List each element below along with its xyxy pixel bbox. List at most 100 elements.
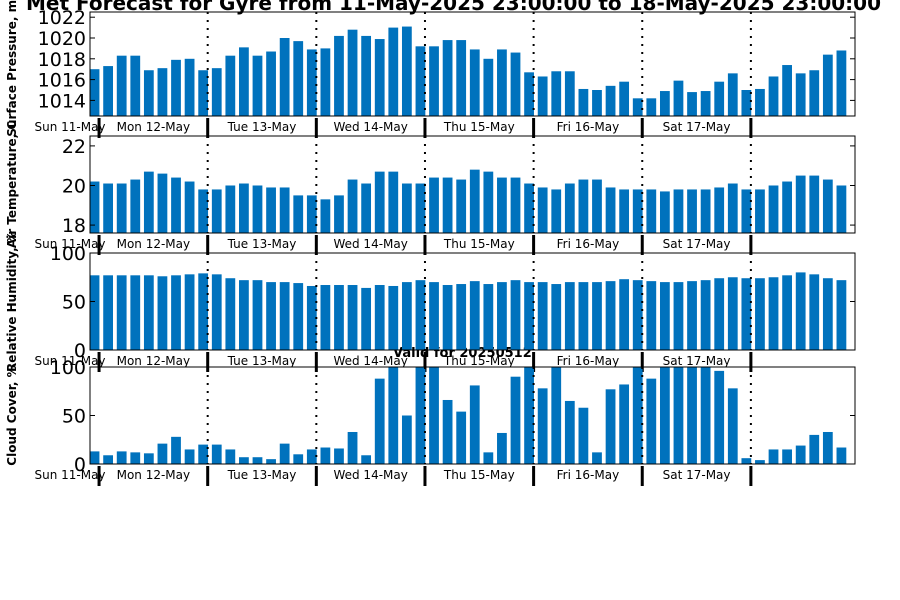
x-tick-label: Sun 11-May — [34, 354, 105, 368]
bar — [116, 55, 127, 116]
bar — [564, 183, 575, 233]
bar — [632, 367, 643, 464]
bar — [782, 449, 792, 464]
bar — [239, 47, 249, 116]
bar — [795, 73, 806, 116]
bar — [469, 385, 480, 464]
bar — [334, 195, 344, 233]
bar — [306, 285, 317, 350]
axes-box — [89, 11, 856, 117]
x-tick-label: Thu 15-May — [443, 468, 515, 482]
bar — [755, 460, 765, 464]
bar — [646, 98, 657, 116]
bar — [673, 282, 684, 350]
y-tick-label: 50 — [62, 292, 86, 314]
bar — [198, 273, 209, 350]
bar — [497, 282, 507, 350]
bar — [673, 80, 684, 116]
bar — [510, 376, 521, 464]
bar — [714, 278, 725, 350]
bar — [578, 407, 589, 464]
bar — [266, 459, 276, 464]
bar — [103, 183, 113, 233]
bar — [266, 282, 276, 350]
bar — [415, 280, 426, 350]
bar — [225, 185, 236, 233]
y-tick-label: 0 — [74, 340, 86, 362]
bar — [469, 49, 480, 116]
bar — [401, 415, 412, 464]
y-axis-label: Cloud Cover, % — [5, 365, 19, 465]
bar — [619, 279, 630, 350]
bar — [374, 378, 385, 464]
bar — [456, 179, 467, 233]
bar — [320, 48, 331, 116]
bar — [822, 431, 833, 464]
bar — [510, 280, 521, 350]
bar — [143, 453, 154, 464]
bar — [320, 199, 331, 233]
bar — [836, 185, 847, 233]
bar — [741, 90, 752, 116]
bar — [211, 274, 222, 350]
bar — [809, 175, 820, 233]
bar — [646, 189, 657, 233]
bar — [334, 285, 344, 350]
bar — [157, 276, 168, 350]
bar — [564, 282, 575, 350]
bar — [143, 171, 154, 233]
x-tick-label: Tue 13-May — [227, 120, 297, 134]
bar — [266, 51, 276, 116]
bar — [171, 177, 181, 233]
bar — [646, 281, 657, 350]
bar — [211, 189, 222, 233]
bar — [279, 443, 290, 464]
bar — [700, 280, 711, 350]
y-tick-label: 100 — [50, 243, 86, 265]
bar — [524, 72, 534, 116]
bar — [347, 179, 358, 233]
bar — [252, 185, 263, 233]
bar — [632, 98, 643, 116]
bar — [198, 189, 209, 233]
x-tick-label: Wed 14-May — [333, 120, 407, 134]
bar — [184, 449, 195, 464]
x-tick-label: Fri 16-May — [557, 237, 620, 251]
y-tick-label: 22 — [62, 136, 86, 158]
y-axis-label: Surface Pressure, mb — [5, 0, 19, 137]
bar — [374, 285, 385, 350]
bar — [347, 29, 358, 116]
bar — [89, 275, 100, 350]
bar — [334, 448, 344, 464]
y-tick-label: 1020 — [38, 28, 86, 50]
bar — [592, 452, 602, 464]
bar — [184, 181, 195, 233]
bar — [619, 384, 630, 464]
bar — [130, 55, 141, 116]
x-tick-label: Wed 14-May — [333, 468, 407, 482]
bar — [143, 275, 154, 350]
bar — [646, 378, 657, 464]
bar — [116, 451, 127, 464]
bar — [741, 458, 752, 464]
bar — [184, 58, 195, 116]
y-tick-label: 100 — [50, 357, 86, 379]
y-tick-label: 20 — [62, 175, 86, 197]
bar — [687, 92, 697, 116]
bar — [551, 284, 562, 350]
bar — [768, 449, 779, 464]
x-tick-label: Sun 11-May — [34, 120, 105, 134]
bar — [510, 177, 521, 233]
bar — [700, 189, 711, 233]
bar — [632, 280, 643, 350]
bar — [782, 181, 792, 233]
y-tick-label: 50 — [62, 406, 86, 428]
bar — [293, 195, 304, 233]
bar — [524, 183, 534, 233]
y-axis-label: Relative Humidity, % — [5, 231, 19, 372]
bar — [401, 26, 412, 117]
bar — [727, 388, 738, 464]
